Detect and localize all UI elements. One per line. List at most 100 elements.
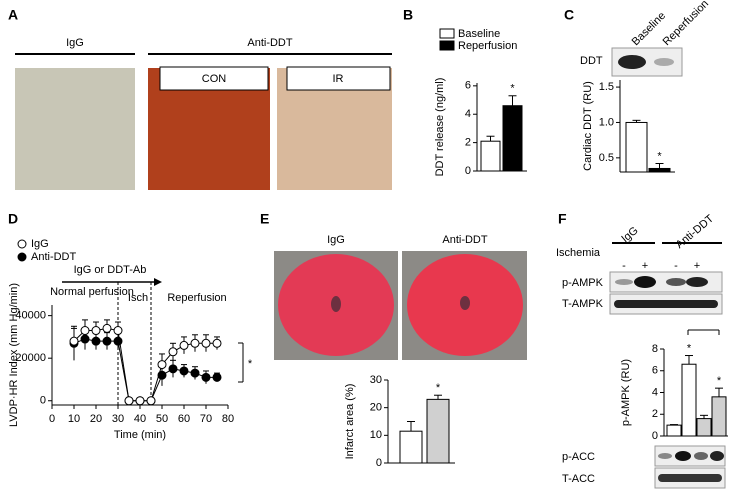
inset-label: IR	[333, 73, 344, 85]
data-point	[135, 396, 145, 406]
group-label: Anti-DDT	[247, 37, 293, 49]
y-axis-label: Infarct area (%)	[344, 384, 356, 460]
data-point	[124, 396, 134, 406]
significance-mark: *	[717, 375, 722, 387]
bar	[399, 430, 423, 464]
blot-band	[694, 452, 708, 460]
annotation: Isch	[128, 292, 148, 304]
data-point	[102, 323, 112, 333]
y-tick-label: 20000	[15, 352, 46, 364]
significance-mark: *	[436, 382, 441, 394]
y-tick-label: 4	[652, 386, 658, 398]
data-point	[146, 396, 156, 406]
x-tick-label: 50	[156, 413, 168, 425]
lumen	[331, 296, 341, 312]
y-tick-label: 0	[40, 395, 46, 407]
lumen	[460, 296, 470, 310]
condition-label: Ischemia	[556, 247, 601, 259]
bar	[681, 363, 697, 437]
blot-band	[615, 279, 633, 285]
y-tick-label: 40000	[15, 310, 46, 322]
blot-band	[654, 58, 674, 66]
blot-band	[658, 474, 722, 482]
data-point	[157, 360, 167, 370]
inset-box	[159, 66, 269, 91]
group-label: IgG	[66, 37, 84, 49]
blot-band	[666, 278, 686, 286]
blot-band	[658, 453, 672, 459]
y-tick-label: 6	[652, 365, 658, 377]
data-point	[201, 338, 211, 348]
bar	[666, 424, 682, 437]
annotation: IgG or DDT-Ab	[74, 264, 147, 276]
y-tick-label: 2	[652, 408, 658, 420]
significance-mark: *	[657, 150, 662, 162]
x-axis-label: Time (min)	[114, 429, 166, 441]
x-tick-label: 70	[200, 413, 212, 425]
blot-row-label: T-ACC	[562, 473, 595, 485]
y-tick-label: 10	[370, 429, 382, 441]
y-axis-label: Cardiac DDT (RU)	[582, 81, 594, 171]
image-label: IgG	[327, 234, 345, 246]
blot-band	[634, 276, 656, 288]
data-point	[80, 326, 90, 336]
y-tick-label: 20	[370, 402, 382, 414]
x-tick-label: 10	[68, 413, 80, 425]
data-point	[179, 340, 189, 350]
bar	[480, 140, 501, 172]
blot-row-label: DDT	[580, 55, 603, 67]
lane-label: +	[694, 260, 700, 272]
blot-band	[618, 55, 646, 69]
lane-label: +	[642, 260, 648, 272]
blot-row-label: p-AMPK	[562, 277, 604, 289]
blot-band	[710, 451, 724, 461]
data-point	[168, 347, 178, 357]
x-tick-label: 60	[178, 413, 190, 425]
bar	[696, 418, 712, 437]
panel-label: B	[403, 7, 413, 23]
lane-label: -	[674, 260, 678, 272]
data-point	[190, 368, 200, 378]
blot-row-label: T-AMPK	[562, 298, 604, 310]
y-tick-label: 8	[652, 343, 658, 355]
x-tick-label: 80	[222, 413, 234, 425]
lane-label: Reperfusion	[661, 0, 711, 48]
annotation: *	[248, 358, 253, 370]
legend-label: Reperfusion	[458, 40, 517, 52]
y-axis-label: DDT release (ng/ml)	[434, 78, 446, 177]
y-tick-label: 30	[370, 374, 382, 386]
bar	[502, 105, 523, 172]
y-tick-label: 0	[652, 430, 658, 442]
y-tick-label: 4	[465, 108, 471, 120]
x-tick-label: 0	[49, 413, 55, 425]
data-point	[69, 336, 79, 346]
inset-label: CON	[202, 73, 227, 85]
legend-marker	[17, 239, 27, 249]
data-point	[212, 372, 222, 382]
data-point	[91, 326, 101, 336]
y-tick-label: 6	[465, 80, 471, 92]
panel-label: D	[8, 211, 18, 227]
significance-mark: *	[510, 83, 515, 95]
y-axis-label: LVDP·HR Index (mm Hg/min)	[8, 283, 20, 427]
significance-mark: *	[687, 342, 692, 354]
panel-label: A	[8, 7, 18, 23]
bar	[426, 398, 450, 464]
data-point	[102, 336, 112, 346]
blot-band	[614, 300, 718, 308]
bar	[711, 396, 727, 437]
y-tick-label: 1.0	[599, 116, 614, 128]
data-point	[113, 326, 123, 336]
blot-row-label: p-ACC	[562, 451, 595, 463]
legend-label: IgG	[31, 238, 49, 250]
legend-swatch	[439, 40, 455, 51]
legend-label: Anti-DDT	[31, 251, 77, 263]
annotation: Normal perfusion	[50, 286, 134, 298]
data-point	[212, 338, 222, 348]
legend-swatch	[439, 28, 455, 39]
y-tick-label: 0.5	[599, 152, 614, 164]
y-tick-label: 0	[465, 165, 471, 177]
y-tick-label: 1.5	[599, 81, 614, 93]
x-tick-label: 20	[90, 413, 102, 425]
